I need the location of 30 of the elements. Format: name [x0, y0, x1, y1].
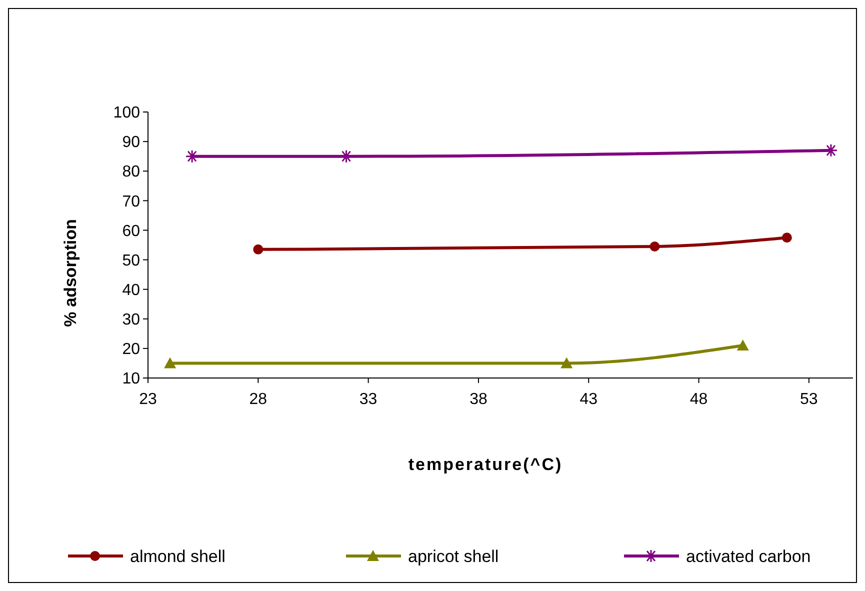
x-axis-title: temperature(^C) — [408, 455, 563, 474]
point — [736, 339, 749, 350]
x-tick-label: 48 — [690, 391, 708, 408]
y-tick-label: 70 — [122, 193, 140, 210]
y-tick-label: 20 — [122, 341, 140, 358]
y-tick-label: 10 — [122, 370, 140, 388]
x-tick-label: 23 — [139, 391, 157, 408]
point — [560, 357, 573, 368]
point — [164, 357, 176, 368]
y-tick-label: 30 — [122, 311, 140, 328]
x-tick-label: 38 — [470, 391, 488, 408]
legend-label: almond shell — [130, 546, 226, 566]
point — [650, 241, 660, 252]
y-tick-label: 40 — [122, 282, 140, 299]
point — [782, 232, 792, 243]
y-tick-label: 100 — [113, 104, 140, 122]
x-tick-label: 43 — [580, 391, 598, 408]
x-tick-label: 28 — [249, 391, 268, 408]
y-tick-label: 50 — [122, 252, 140, 270]
point — [253, 244, 264, 254]
legend-label: activated carbon — [686, 546, 811, 566]
point — [185, 150, 199, 164]
y-axis-title: % adsorption — [61, 219, 80, 327]
x-tick-label: 53 — [800, 391, 818, 408]
x-tick-label: 33 — [359, 391, 378, 408]
y-tick-label: 60 — [122, 222, 140, 240]
legend-label: apricot shell — [408, 546, 499, 566]
point — [824, 144, 838, 158]
y-tick-label: 90 — [122, 134, 140, 152]
y-tick-label: 80 — [122, 164, 140, 181]
